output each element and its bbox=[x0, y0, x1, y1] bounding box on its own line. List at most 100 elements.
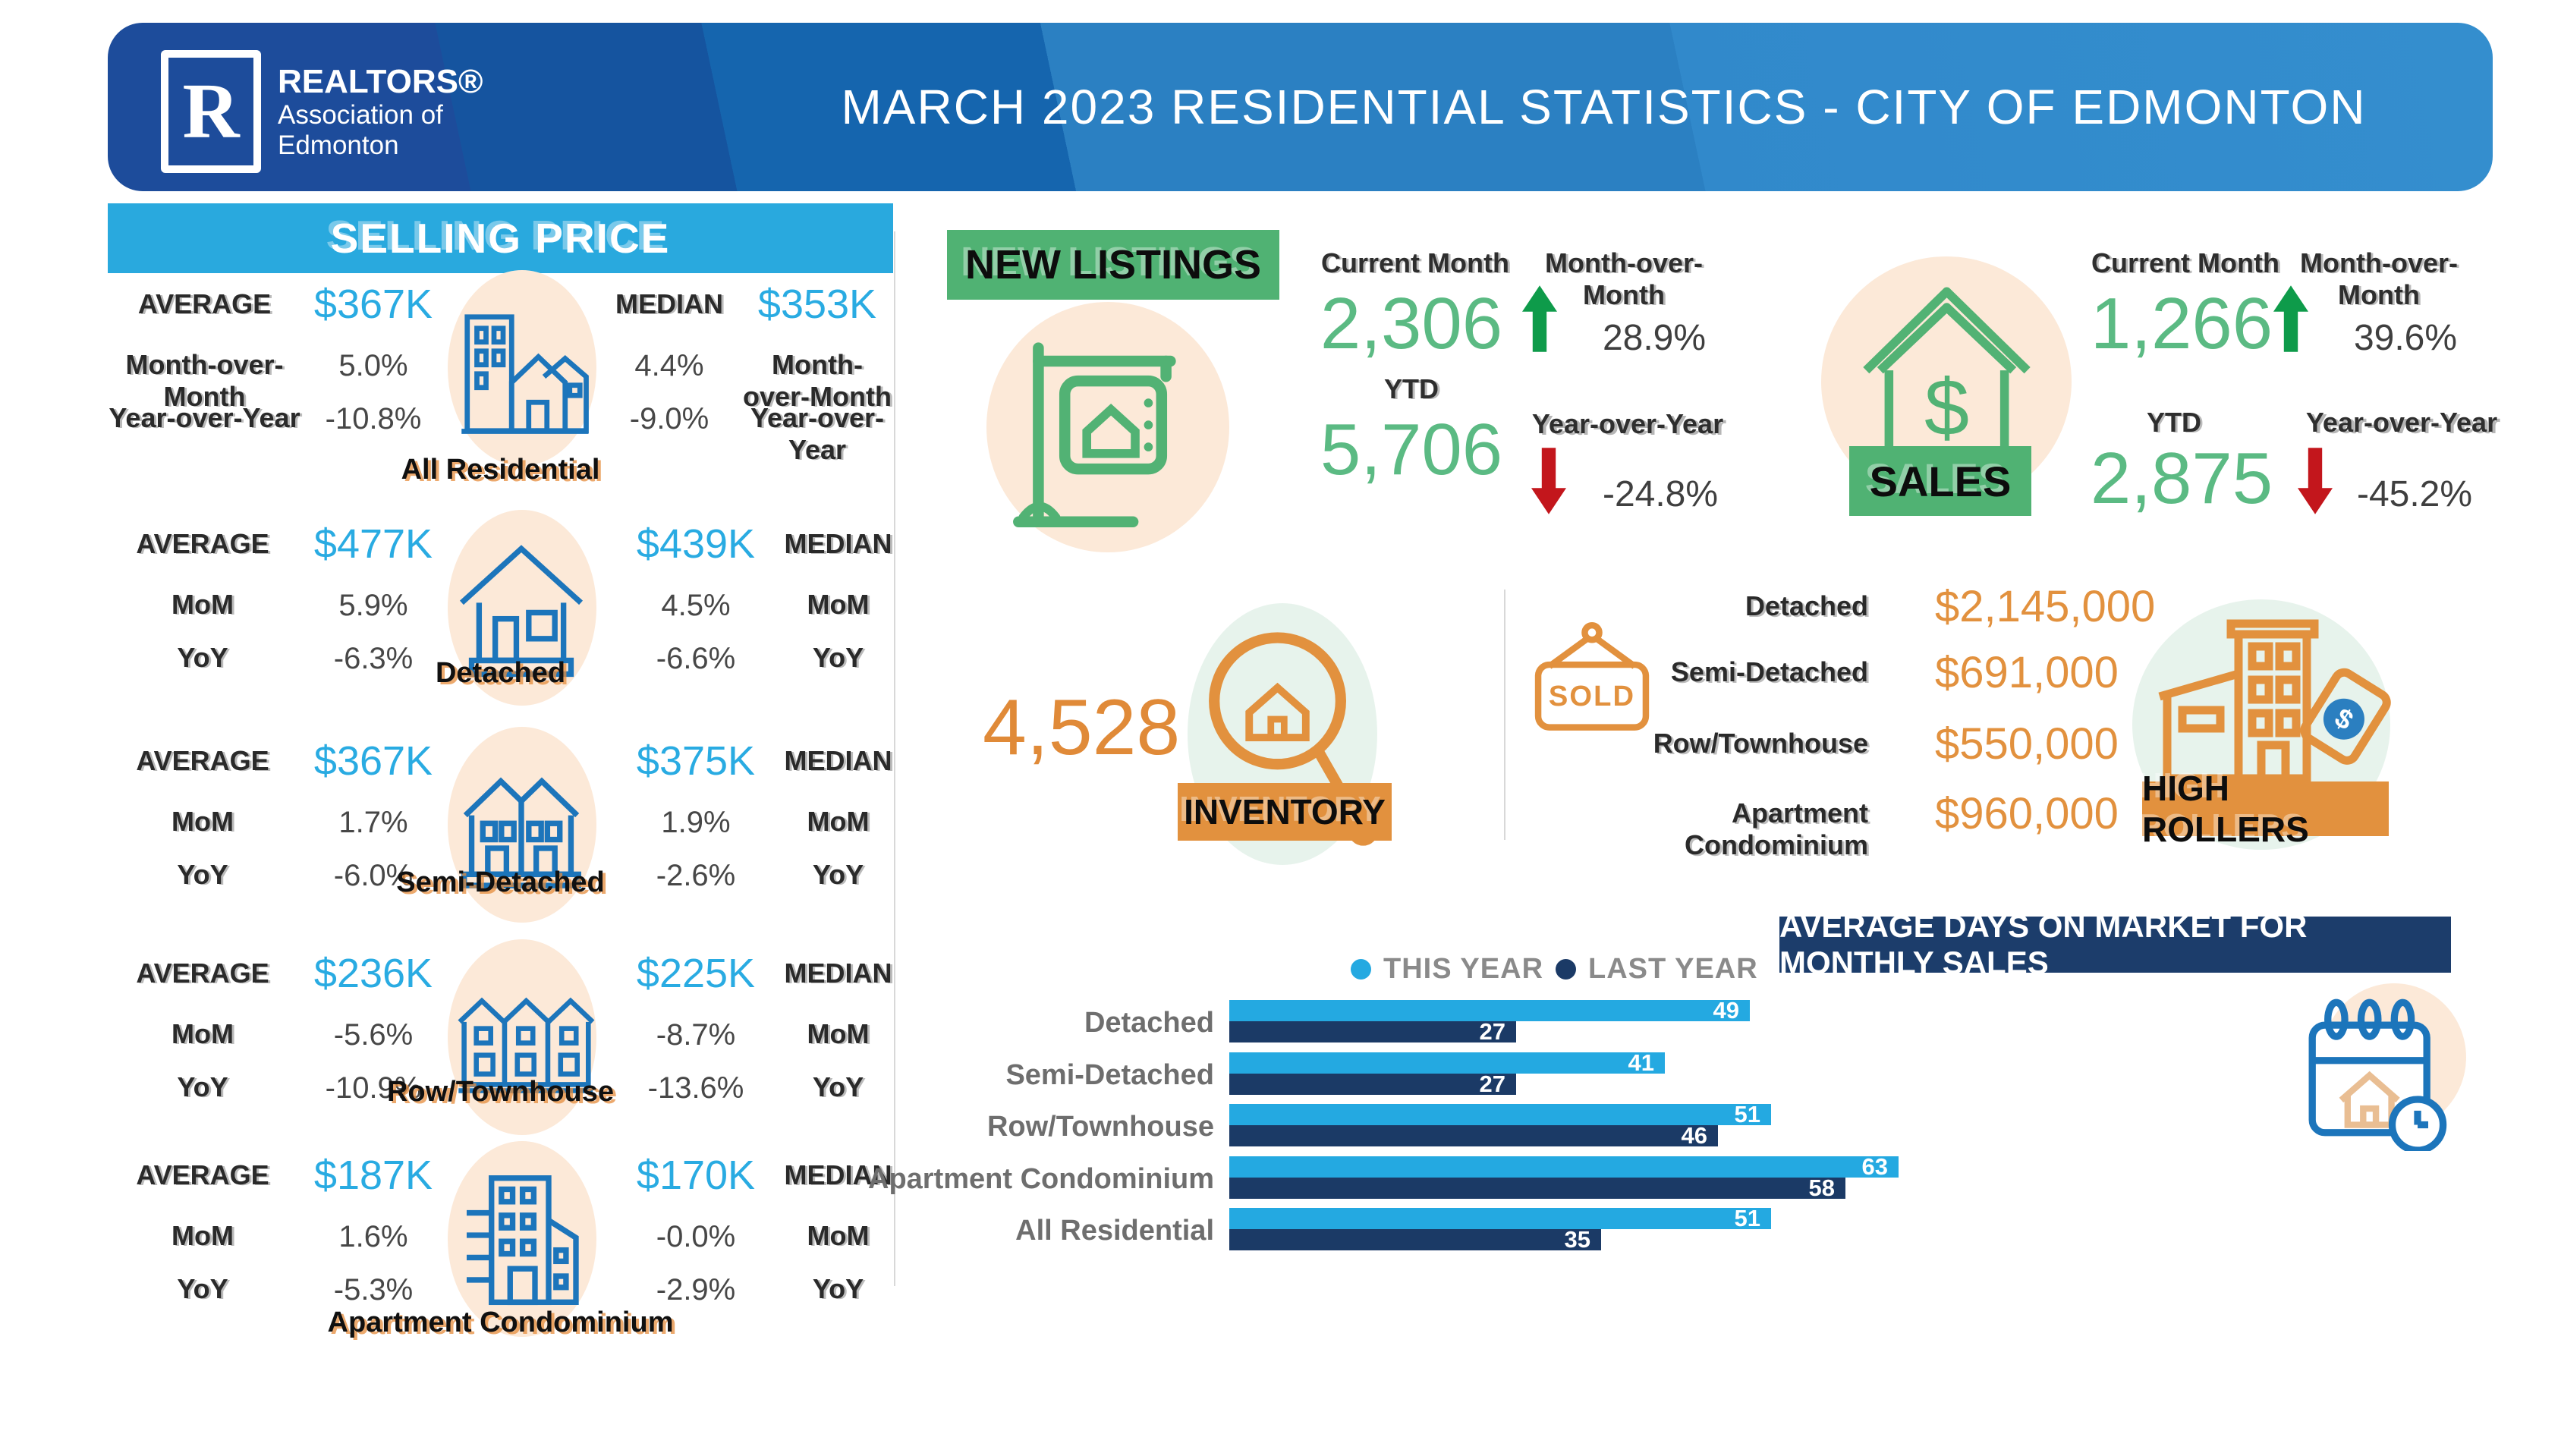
category-name-detached: Detached bbox=[435, 657, 566, 689]
this-year-dot-icon bbox=[1351, 959, 1371, 980]
selling-price-row-row-townhouse: AVERAGE MoM YoY $236K -5.6% -10.9% $225K… bbox=[108, 939, 893, 1135]
sold-sign-icon: SOLD bbox=[1534, 621, 1650, 731]
average-label: AVERAGE bbox=[137, 288, 272, 319]
yoy-label: YoY bbox=[812, 859, 864, 890]
mom-value: -8.7% bbox=[656, 1018, 736, 1052]
panel-divider bbox=[894, 231, 895, 1286]
yoy-value: -10.8% bbox=[325, 402, 422, 436]
yoy-label: YoY bbox=[812, 1071, 864, 1102]
sold-label-detached: Detached bbox=[1745, 590, 1868, 621]
chart-legend: THIS YEAR LAST YEAR bbox=[1351, 953, 1758, 986]
mom-label: MoM bbox=[171, 1018, 234, 1049]
ytd-label: YTD bbox=[1384, 373, 1439, 404]
down-arrow-icon bbox=[2298, 448, 2333, 514]
new-listings-ytd: 5,706 bbox=[1320, 409, 1503, 490]
average-value: $187K bbox=[313, 1153, 433, 1198]
inventory-sold-divider bbox=[1504, 590, 1505, 840]
selling-price-header: SELLING PRICE bbox=[108, 203, 893, 273]
average-value: $367K bbox=[313, 281, 433, 327]
high-rollers-badge: HIGH ROLLERS bbox=[2142, 769, 2389, 849]
yoy-value: -9.0% bbox=[629, 402, 709, 436]
median-value: $170K bbox=[636, 1153, 756, 1198]
mom-value: 1.6% bbox=[338, 1220, 408, 1253]
row-townhouse-icon bbox=[434, 939, 609, 1140]
ytd-label: YTD bbox=[2147, 407, 2201, 438]
sold-label-apartment-condominium: Apartment Condominium bbox=[1685, 797, 1868, 860]
sales-ytd: 2,875 bbox=[2090, 438, 2273, 519]
chart-bar-this-year: 63 bbox=[1229, 1155, 1899, 1178]
last-year-label: LAST YEAR bbox=[1588, 953, 1758, 985]
chart-category-label: Semi-Detached bbox=[1005, 1058, 1214, 1091]
selling-price-row-detached: AVERAGE MoM YoY $477K 5.9% -6.3% $439K 4… bbox=[108, 510, 893, 706]
sales-title: SALES bbox=[1869, 457, 2012, 505]
chart-category-label: Row/Townhouse bbox=[986, 1111, 1214, 1143]
up-arrow-icon bbox=[2273, 285, 2308, 352]
sold-label-row-townhouse: Row/Townhouse bbox=[1653, 728, 1868, 759]
mom-label: Month-over-Month bbox=[1545, 247, 1703, 310]
chart-bar-last-year: 27 bbox=[1229, 1072, 1516, 1096]
yoy-value: -5.3% bbox=[333, 1273, 414, 1307]
yoy-label: Year-over-Year bbox=[1531, 408, 1724, 439]
selling-price-row-semi-detached: AVERAGE MoM YoY $367K 1.7% -6.0% $375K 1… bbox=[108, 727, 893, 923]
chart-bar-last-year: 27 bbox=[1229, 1020, 1516, 1043]
average-label: AVERAGE bbox=[136, 745, 269, 776]
new-listings-title: NEW LISTINGS bbox=[965, 242, 1261, 288]
calendar-clock-icon bbox=[2308, 998, 2447, 1151]
logo-text: REALTORS® Association of Edmonton bbox=[278, 63, 483, 160]
days-on-market-badge: AVERAGE DAYS ON MARKET FOR MONTHLY SALES bbox=[1779, 908, 2451, 980]
logo-line1: REALTORS® bbox=[278, 63, 483, 101]
mom-label: MoM bbox=[807, 589, 870, 620]
median-value: $225K bbox=[636, 951, 756, 996]
chart-category-labels: Detached Semi-Detached Row/Townhouse Apartm… bbox=[850, 1000, 1214, 1273]
yoy-label: Year-over-Year bbox=[2305, 407, 2498, 438]
page-title: MARCH 2023 RESIDENTIAL STATISTICS - CITY… bbox=[841, 80, 2367, 134]
svg-text:SOLD: SOLD bbox=[1549, 681, 1635, 712]
sales-badge: SALES bbox=[1849, 446, 2031, 516]
inventory-title: INVENTORY bbox=[1184, 792, 1386, 832]
chart-bar-last-year: 35 bbox=[1229, 1228, 1601, 1251]
yoy-value: -2.9% bbox=[656, 1273, 736, 1307]
yoy-label: YoY bbox=[177, 642, 228, 673]
median-label: MEDIAN bbox=[784, 528, 892, 559]
semi-detached-icon bbox=[434, 727, 609, 928]
mom-label: MoM bbox=[171, 1220, 234, 1251]
mom-label: MoM bbox=[807, 1018, 870, 1049]
sold-price-apartment-condominium: $960,000 bbox=[1935, 789, 2119, 838]
median-value: $375K bbox=[636, 738, 756, 784]
high-rollers-building-icon: $ bbox=[2158, 619, 2391, 783]
sold-price-row-townhouse: $550,000 bbox=[1935, 719, 2119, 769]
yoy-value: -6.0% bbox=[333, 859, 414, 892]
yoy-value: -13.6% bbox=[647, 1071, 744, 1105]
sold-price-detached: $2,145,000 bbox=[1935, 582, 2156, 631]
mom-label: MoM bbox=[171, 806, 234, 837]
chart-bar-last-year: 58 bbox=[1229, 1176, 1845, 1200]
average-value: $367K bbox=[313, 738, 433, 784]
inventory-count: 4,528 bbox=[983, 684, 1181, 772]
current-month-label: Current Month bbox=[2091, 247, 2279, 278]
yoy-value: -10.9% bbox=[325, 1071, 422, 1105]
chart-category-label: Detached bbox=[1084, 1007, 1214, 1039]
selling-price-row-all-residential: AVERAGE Month-over-Month Year-over-Year … bbox=[108, 270, 893, 466]
mom-label: MoM bbox=[807, 806, 870, 837]
average-label: AVERAGE bbox=[136, 528, 269, 559]
mom-value: -0.0% bbox=[656, 1220, 736, 1253]
mom-value: 1.9% bbox=[661, 806, 731, 839]
selling-price-row-apartment-condominium: AVERAGE MoM YoY $187K 1.6% -5.3% bbox=[108, 1141, 893, 1337]
mom-value: -5.6% bbox=[333, 1018, 414, 1052]
down-arrow-icon bbox=[1531, 448, 1566, 514]
yoy-label: YoY bbox=[177, 859, 228, 890]
mom-value: 4.5% bbox=[661, 589, 731, 622]
yoy-label: YoY bbox=[177, 1071, 228, 1102]
median-label: MEDIAN bbox=[784, 1159, 892, 1190]
mom-value: 1.7% bbox=[338, 806, 408, 839]
high-rollers-title: HIGH ROLLERS bbox=[2142, 769, 2309, 849]
sold-price-semi-detached: $691,000 bbox=[1935, 648, 2119, 697]
average-label: AVERAGE bbox=[136, 958, 269, 989]
days-on-market-chart: Detached Semi-Detached Row/Townhouse Apartm… bbox=[850, 998, 1988, 1273]
last-year-dot-icon bbox=[1556, 959, 1577, 980]
category-name-apartment-condominium: Apartment Condominium bbox=[327, 1307, 674, 1338]
all-residential-icon bbox=[434, 270, 609, 471]
logo-line2: Association of bbox=[278, 100, 443, 131]
category-name-row-townhouse: Row/Townhouse bbox=[386, 1076, 615, 1108]
